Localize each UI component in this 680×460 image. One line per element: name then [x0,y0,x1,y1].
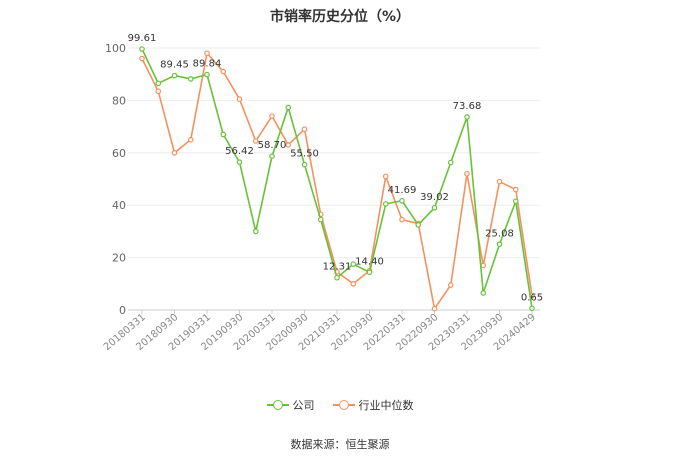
data-point [236,159,243,165]
y-tick-label: 40 [112,199,126,212]
data-point [301,126,308,133]
data-point [187,136,194,143]
data-point [512,186,519,193]
data-point [220,131,227,138]
data-point [155,80,162,87]
data-point [139,55,145,62]
data-point [464,114,470,120]
data-point [350,261,357,267]
data-point [431,305,438,312]
data-point [447,282,454,288]
data-label: 89.84 [193,59,222,70]
chart-title: 市销率历史分位（%） [269,9,411,25]
data-point [334,274,340,281]
data-point [301,161,308,168]
data-point [252,138,259,144]
legend-marker-company [266,400,289,410]
data-point [415,222,422,228]
data-label: 56.42 [225,146,254,157]
data-point [350,280,357,287]
data-label: 99.61 [128,33,157,44]
data-label: 89.45 [160,60,189,71]
y-tick-label: 100 [105,42,126,55]
data-point [447,159,454,166]
data-label: 58.70 [258,140,287,151]
y-tick-label: 80 [112,94,126,107]
data-label: 12.31 [323,262,352,273]
data-point [285,104,292,111]
data-point [269,153,275,160]
data-point [464,170,470,177]
data-source-note: 数据来源：恒生聚源 [290,438,390,451]
data-label: 25.08 [485,228,514,239]
data-point [252,228,259,235]
data-point [204,71,210,78]
line-chart: 0204060801002018033120180930201903312019… [102,33,543,353]
data-point [366,269,373,276]
legend-item-company[interactable]: 公司 [266,397,315,413]
data-point [139,46,145,52]
data-point [171,72,178,79]
data-point [399,197,405,204]
data-point [317,216,324,223]
legend: 公司 行业中位数 [0,397,680,413]
data-point [529,305,535,312]
data-point [155,88,162,95]
data-label: 41.69 [388,185,417,196]
y-tick-label: 20 [112,252,126,265]
legend-label-industry-median: 行业中位数 [358,399,414,412]
data-label: 14.40 [355,256,384,267]
data-label: 55.50 [290,149,319,160]
legend-label-company: 公司 [292,399,315,412]
data-point [285,142,292,148]
data-point [220,68,227,75]
data-point [269,113,275,119]
data-point [236,96,243,102]
legend-item-industry-median[interactable]: 行业中位数 [332,397,414,413]
legend-marker-industry-median [332,400,355,410]
y-tick-label: 60 [112,147,126,160]
data-label: 39.02 [420,192,449,203]
data-point [496,241,503,248]
data-point [171,150,178,156]
data-point [204,50,210,57]
data-point [399,216,405,223]
data-point [512,198,519,205]
data-point [382,173,389,180]
data-label: 73.68 [453,101,482,112]
data-point [480,290,487,296]
data-point [431,204,438,211]
data-point [496,178,503,185]
y-tick-label: 0 [119,304,126,317]
data-point [382,201,389,207]
data-point [187,76,194,82]
data-point [480,262,487,269]
data-label: 0.65 [521,292,543,303]
